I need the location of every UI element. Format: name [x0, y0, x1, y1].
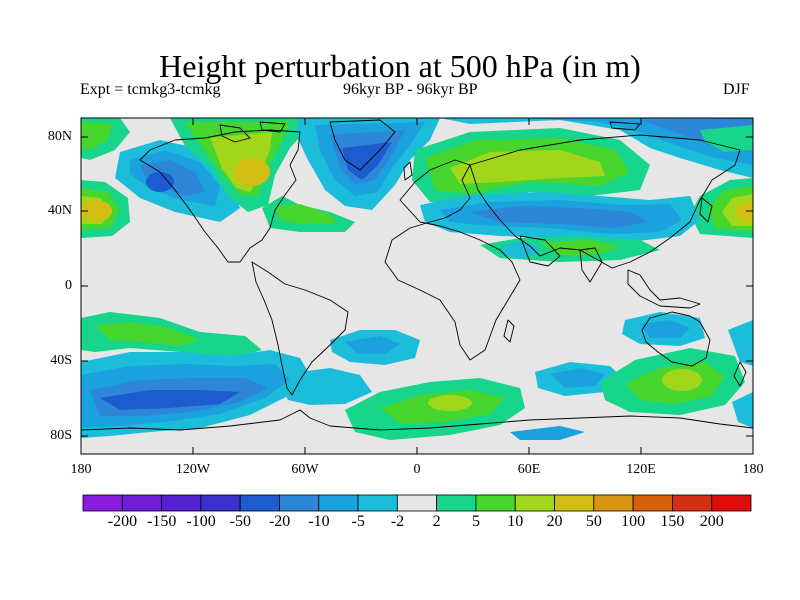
- colorbar-label: 5: [471, 513, 480, 530]
- contour-region: [81, 200, 112, 222]
- coastline-india: [579, 247, 603, 283]
- coastline-asia: [469, 134, 741, 269]
- colorbar-label: 50: [585, 513, 602, 530]
- colorbar-label: -200: [107, 513, 138, 530]
- latitude-label: 80N: [47, 129, 72, 144]
- latitude-label: 80S: [50, 428, 72, 443]
- colorbar-label: -100: [186, 513, 216, 530]
- colorbar-label: 2: [432, 513, 441, 530]
- coastline-madagascar: [503, 319, 515, 343]
- colorbar-label: 100: [621, 513, 646, 530]
- colorbar-box: [593, 494, 634, 512]
- longitude-label: 180: [742, 462, 764, 477]
- contour-region: [540, 240, 620, 256]
- colorbar: [82, 494, 752, 512]
- coastline-japan: [699, 197, 713, 223]
- colorbar-box: [672, 494, 713, 512]
- coastlines: [81, 119, 753, 431]
- latitude-label: 40S: [50, 353, 72, 368]
- colorbar-box: [632, 494, 673, 512]
- latitude-ticks: [81, 136, 753, 437]
- contour-region: [281, 368, 372, 405]
- coastline-antarctica: [81, 409, 753, 431]
- longitude-label: 120E: [626, 462, 656, 477]
- coastline-maritime-se-asia: [627, 269, 701, 309]
- contour-region: [662, 369, 702, 391]
- colorbar-box: [239, 494, 280, 512]
- colorbar-box: [554, 494, 595, 512]
- coastline-australia: [641, 311, 711, 367]
- colorbar-box: [318, 494, 359, 512]
- contour-region: [234, 158, 270, 186]
- colorbar-box: [121, 494, 162, 512]
- colorbar-box: [514, 494, 555, 512]
- contour-region: [345, 336, 400, 354]
- contour-region: [502, 242, 538, 258]
- period-label: 96kyr BP - 96kyr BP: [343, 81, 478, 98]
- colorbar-box: [82, 494, 123, 512]
- colorbar-box: [279, 494, 320, 512]
- contour-region: [428, 395, 472, 411]
- colorbar-box: [200, 494, 241, 512]
- contour-region: [620, 418, 753, 454]
- contour-region: [146, 172, 174, 192]
- longitude-label: 60E: [517, 462, 541, 477]
- longitude-label: 60W: [291, 462, 319, 477]
- latitude-label: 40N: [47, 203, 72, 218]
- contour-region: [342, 142, 392, 180]
- coastline-arabia: [519, 235, 561, 267]
- colorbar-label: -5: [351, 513, 365, 530]
- season-label: DJF: [723, 81, 750, 98]
- colorbar-box: [436, 494, 477, 512]
- coastline-greenland: [329, 119, 396, 171]
- contour-region: [450, 150, 605, 184]
- contour-region: [95, 322, 200, 346]
- contour-region: [550, 368, 605, 388]
- longitude-label: 120W: [175, 462, 211, 477]
- longitude-label: 0: [413, 462, 421, 477]
- colorbar-box: [711, 494, 752, 512]
- contour-fill-layer: [81, 118, 753, 454]
- contour-region: [81, 122, 112, 150]
- colorbar-label: -150: [147, 513, 177, 530]
- plot-title: Height perturbation at 500 hPa (in m): [159, 48, 641, 84]
- contour-region: [736, 202, 753, 222]
- colorbar-label: -20: [268, 513, 291, 530]
- colorbar-box: [475, 494, 516, 512]
- contour-region: [275, 204, 338, 224]
- colorbar-label: 150: [660, 513, 685, 530]
- experiment-label: Expt = tcmkg3-tcmkg: [80, 81, 221, 98]
- coastline-new-zealand: [733, 361, 747, 387]
- colorbar-box: [357, 494, 398, 512]
- coastline-europe-africa: [384, 159, 521, 361]
- contour-region: [732, 392, 753, 428]
- coastline-south-america: [251, 261, 349, 396]
- contour-region: [470, 206, 648, 228]
- contour-region: [700, 125, 753, 152]
- longitude-label: 180: [70, 462, 92, 477]
- latitude-label: 0: [65, 278, 72, 293]
- colorbar-box: [161, 494, 202, 512]
- colorbar-label: -50: [229, 513, 251, 530]
- contour-region: [640, 320, 690, 338]
- colorbar-label: 200: [699, 513, 724, 530]
- colorbar-label: 20: [546, 513, 563, 530]
- contour-region: [510, 426, 585, 440]
- coastline-arctic-islands: [219, 121, 641, 143]
- contour-region: [728, 320, 753, 366]
- colorbar-label: 10: [507, 513, 524, 530]
- colorbar-box: [396, 494, 438, 512]
- colorbar-label: -2: [390, 513, 405, 530]
- colorbar-label: -10: [308, 513, 330, 530]
- coastline-north-america: [139, 129, 301, 263]
- coastline-british-isles: [403, 161, 413, 181]
- longitude-ticks: [192, 118, 642, 454]
- contour-region: [100, 390, 240, 410]
